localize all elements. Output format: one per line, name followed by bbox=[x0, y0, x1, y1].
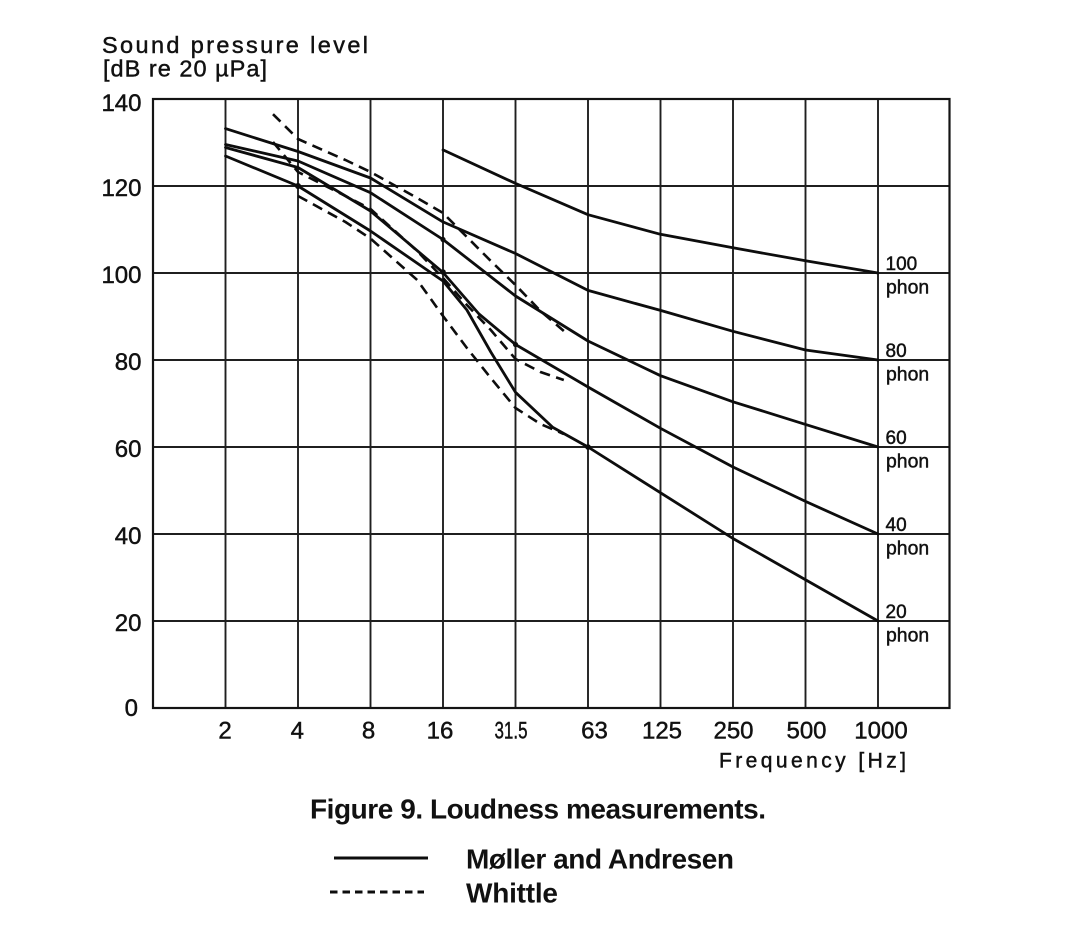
svg-text:Figure 9. Loudness measurement: Figure 9. Loudness measurements. bbox=[310, 794, 766, 825]
svg-text:40: 40 bbox=[115, 523, 142, 550]
svg-text:phon: phon bbox=[886, 538, 929, 560]
svg-text:phon: phon bbox=[886, 364, 929, 386]
svg-text:31.5: 31.5 bbox=[495, 718, 528, 745]
svg-text:63: 63 bbox=[581, 718, 608, 745]
svg-text:phon: phon bbox=[886, 451, 929, 473]
svg-text:phon: phon bbox=[886, 277, 929, 299]
svg-text:4: 4 bbox=[291, 718, 304, 745]
svg-text:80: 80 bbox=[886, 341, 907, 362]
svg-text:100: 100 bbox=[101, 262, 141, 289]
svg-text:8: 8 bbox=[362, 718, 375, 745]
svg-text:Whittle: Whittle bbox=[466, 878, 558, 909]
svg-text:phon: phon bbox=[886, 625, 929, 647]
svg-text:80: 80 bbox=[115, 349, 142, 376]
svg-text:16: 16 bbox=[427, 718, 454, 745]
svg-text:60: 60 bbox=[886, 428, 907, 449]
svg-text:125: 125 bbox=[642, 718, 682, 745]
svg-text:120: 120 bbox=[101, 175, 141, 202]
svg-text:1000: 1000 bbox=[854, 718, 907, 745]
svg-text:0: 0 bbox=[125, 695, 138, 722]
svg-text:500: 500 bbox=[786, 718, 826, 745]
svg-text:20: 20 bbox=[115, 610, 142, 637]
svg-text:Sound pressure level: Sound pressure level bbox=[102, 32, 368, 58]
svg-text:140: 140 bbox=[101, 90, 141, 117]
svg-text:20: 20 bbox=[886, 602, 907, 623]
svg-text:60: 60 bbox=[115, 436, 142, 463]
svg-text:40: 40 bbox=[886, 515, 907, 536]
svg-text:[dB re 20 µPa]: [dB re 20 µPa] bbox=[103, 56, 267, 82]
svg-text:100: 100 bbox=[886, 254, 918, 275]
svg-text:250: 250 bbox=[713, 718, 753, 745]
svg-text:2: 2 bbox=[218, 718, 231, 745]
svg-text:Møller and Andresen: Møller and Andresen bbox=[466, 844, 734, 875]
svg-text:Frequency [Hz]: Frequency [Hz] bbox=[719, 750, 906, 773]
